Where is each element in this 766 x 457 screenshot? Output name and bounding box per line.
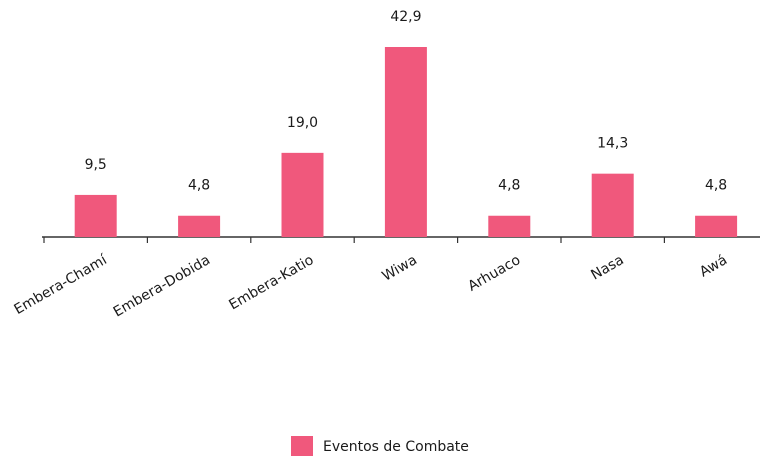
bar	[488, 215, 531, 237]
x-tick-label: Embera-Katio	[226, 252, 316, 313]
bar	[178, 215, 221, 237]
x-tick-label: Awá	[697, 252, 730, 280]
value-label: 42,9	[390, 9, 421, 25]
value-label: 4,8	[705, 178, 727, 194]
x-tick-label: Embera-Chamí	[12, 252, 111, 318]
value-label: 4,8	[188, 178, 210, 194]
x-tick-label: Wiwa	[379, 252, 419, 285]
value-label: 4,8	[498, 178, 520, 194]
legend: Eventos de Combate	[291, 436, 469, 456]
bar	[74, 194, 117, 237]
bar	[384, 47, 427, 237]
x-tick-label: Arhuaco	[465, 252, 523, 295]
bar	[695, 215, 738, 237]
bar	[281, 152, 324, 237]
legend-swatch	[291, 436, 313, 456]
value-label: 14,3	[597, 136, 628, 152]
x-tick-label: Nasa	[588, 252, 626, 283]
value-label: 19,0	[287, 115, 318, 131]
bar	[591, 173, 634, 237]
legend-label: Eventos de Combate	[323, 439, 469, 455]
x-tick-label: Embera-Dobida	[111, 252, 213, 320]
value-label: 9,5	[85, 157, 107, 173]
